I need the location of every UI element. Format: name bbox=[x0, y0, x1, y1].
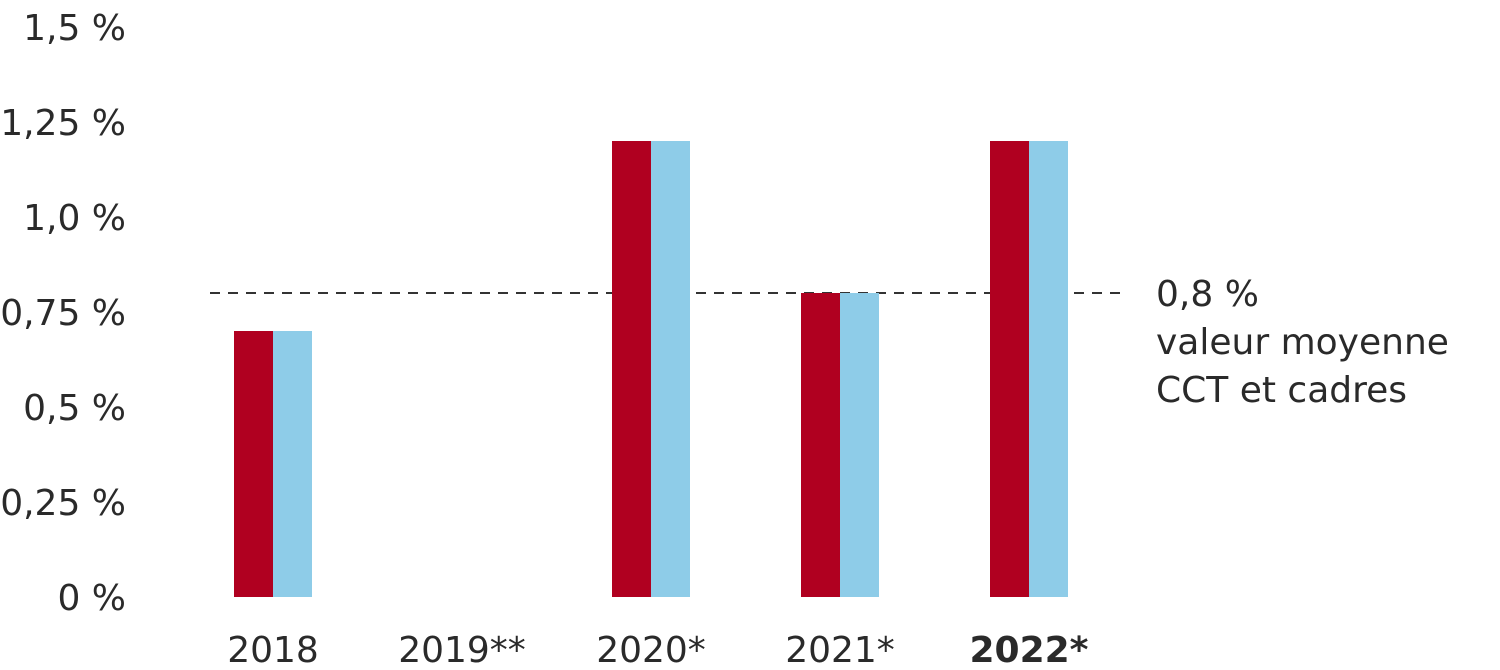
y-tick-label: 0,5 % bbox=[23, 388, 126, 429]
x-category-label: 2020* bbox=[596, 630, 706, 670]
bar-overlay-2020-series-2 bbox=[651, 141, 690, 597]
bar-2018-series-2 bbox=[273, 331, 312, 597]
bar-2018-series-1 bbox=[234, 331, 273, 597]
reference-line-label: valeur moyenne bbox=[1156, 322, 1449, 363]
y-tick-label: 1,0 % bbox=[23, 198, 126, 239]
y-tick-label: 0 % bbox=[57, 578, 126, 619]
reference-line-label: CCT et cadres bbox=[1156, 370, 1407, 411]
x-axis-categories: 2018 2019** 2020* 2021* 2022* bbox=[227, 630, 1088, 670]
y-axis-ticks: 0 % 0,25 % 0,5 % 0,75 % 1,0 % 1,25 % 1,5 % bbox=[0, 8, 126, 619]
bar-overlay-2021-series-1 bbox=[801, 293, 840, 597]
y-tick-label: 0,25 % bbox=[0, 483, 126, 524]
x-category-label: 2018 bbox=[227, 630, 319, 670]
y-tick-label: 1,25 % bbox=[0, 103, 126, 144]
bar-overlay-2022-series-1 bbox=[990, 141, 1029, 597]
y-tick-label: 1,5 % bbox=[23, 8, 126, 49]
reference-line-label: 0,8 % bbox=[1156, 274, 1259, 315]
bar-overlay-2022-series-2 bbox=[1029, 141, 1068, 597]
x-category-label: 2022* bbox=[969, 630, 1088, 670]
reference-line-group: 0,8 % valeur moyenne CCT et cadres bbox=[210, 141, 1449, 597]
x-category-label: 2021* bbox=[785, 630, 895, 670]
bar-overlay-2020-series-1 bbox=[612, 141, 651, 597]
y-tick-label: 0,75 % bbox=[0, 293, 126, 334]
bar-overlay-2021-series-2 bbox=[840, 293, 879, 597]
x-category-label: 2019** bbox=[398, 630, 526, 670]
